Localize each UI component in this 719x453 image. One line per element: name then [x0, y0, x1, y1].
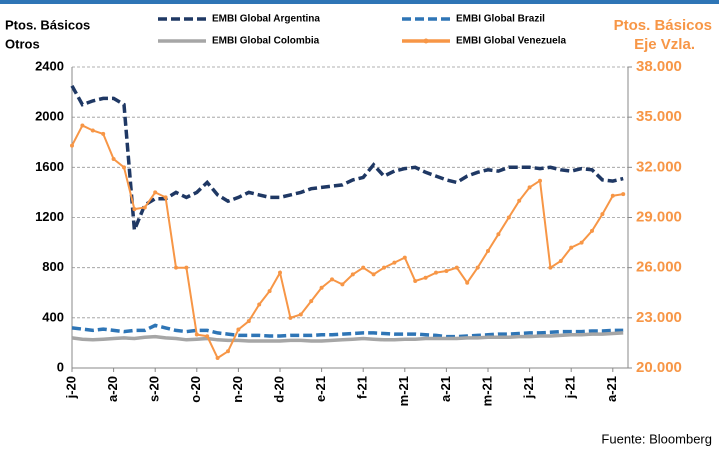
series-marker: [309, 299, 314, 304]
x-tick-label: o-20: [188, 376, 203, 403]
y-tick-label: 2000: [35, 109, 64, 124]
series-marker: [610, 193, 615, 198]
series-line: [70, 84, 624, 231]
series-marker: [423, 275, 428, 280]
x-tick-label: a-20: [105, 376, 120, 402]
y-axis-label: Otros: [5, 36, 40, 51]
series-marker: [444, 269, 449, 274]
series-marker: [621, 192, 626, 197]
series-marker: [184, 265, 189, 270]
series-marker: [236, 327, 241, 332]
series-marker: [194, 332, 199, 337]
x-tick-label: e-21: [313, 376, 328, 402]
x-tick-label: j-21: [521, 376, 536, 399]
series-marker: [402, 255, 407, 260]
series-marker: [163, 195, 168, 200]
legend-label: EMBI Global Colombia: [212, 36, 320, 47]
y-tick-label: 1200: [35, 209, 64, 224]
series-marker: [101, 131, 106, 136]
x-tick-label: d-20: [271, 376, 286, 403]
x-tick-label: s-20: [147, 376, 162, 402]
series-marker: [226, 349, 230, 354]
y2-tick-label: 26.000: [636, 259, 682, 276]
series-marker: [142, 205, 147, 210]
series-marker: [215, 355, 220, 360]
y2-tick-label: 20.000: [636, 359, 682, 376]
series-marker: [475, 265, 480, 270]
x-tick-label: a-21: [438, 376, 453, 402]
x-tick-label: j-20: [63, 376, 78, 399]
y-tick-label: 800: [42, 259, 64, 274]
series-marker: [350, 272, 355, 277]
series-marker: [330, 277, 334, 282]
series-marker: [111, 156, 116, 161]
series-marker: [527, 185, 532, 190]
series-marker: [548, 265, 553, 270]
series-marker: [413, 279, 418, 284]
y-tick-label: 400: [42, 309, 64, 324]
series-marker: [579, 240, 584, 245]
series-marker: [558, 258, 563, 263]
x-tick-label: a-21: [604, 376, 619, 402]
y2-tick-label: 29.000: [636, 208, 682, 225]
top-strip: [0, 0, 719, 4]
series-marker: [70, 143, 74, 148]
series-marker: [288, 315, 293, 320]
series-marker: [454, 265, 459, 270]
series-marker: [319, 285, 324, 290]
series-marker: [382, 265, 386, 270]
series-marker: [122, 165, 126, 170]
series-marker: [465, 280, 470, 285]
series-marker: [80, 123, 85, 128]
series-line: [71, 331, 624, 343]
y2-tick-label: 32.000: [636, 158, 682, 175]
y-axis-label: Ptos. Básicos: [5, 17, 90, 32]
y2-tick-label: 23.000: [636, 309, 682, 326]
y2-tick-label: 35.000: [636, 108, 682, 125]
series-marker: [392, 260, 397, 265]
series-marker: [246, 319, 251, 324]
x-tick-label: m-21: [479, 376, 494, 406]
legend-label: EMBI Global Argentina: [212, 14, 320, 25]
series-marker: [486, 248, 490, 253]
series-marker: [496, 232, 501, 237]
legend-label: EMBI Global Venezuela: [456, 36, 566, 47]
series-marker: [298, 312, 303, 317]
series-marker: [517, 198, 522, 203]
legend-marker: [423, 38, 429, 44]
y-tick-label: 2400: [35, 58, 64, 73]
series-marker: [174, 265, 178, 270]
y2-axis-label: Eje Vzla.: [634, 36, 695, 53]
series-line: [71, 323, 624, 339]
y2-axis-label: Ptos. Básicos: [614, 17, 712, 34]
y-tick-label: 0: [57, 359, 64, 374]
series-marker: [132, 207, 137, 212]
series-marker: [153, 190, 158, 195]
series-marker: [90, 128, 95, 133]
series-marker: [569, 245, 574, 250]
series-marker: [600, 212, 605, 217]
series-marker: [538, 178, 542, 183]
source: Fuente: Bloomberg: [601, 431, 712, 446]
series-marker: [257, 302, 262, 307]
series-marker: [434, 270, 438, 275]
series-marker: [267, 289, 272, 294]
series-marker: [371, 272, 376, 277]
series-marker: [506, 215, 511, 220]
series-line: [71, 124, 624, 360]
series-marker: [205, 334, 210, 339]
x-tick-label: m-21: [396, 376, 411, 406]
series-marker: [361, 265, 366, 270]
x-tick-label: f-21: [355, 376, 370, 399]
series-marker: [278, 270, 282, 275]
legend-label: EMBI Global Brazil: [456, 14, 545, 25]
series-marker: [590, 228, 594, 233]
series-marker: [340, 282, 345, 287]
y-tick-label: 1600: [35, 159, 64, 174]
y2-tick-label: 38.000: [636, 58, 682, 75]
x-tick-label: n-20: [230, 376, 245, 403]
x-tick-label: j-21: [563, 376, 578, 399]
